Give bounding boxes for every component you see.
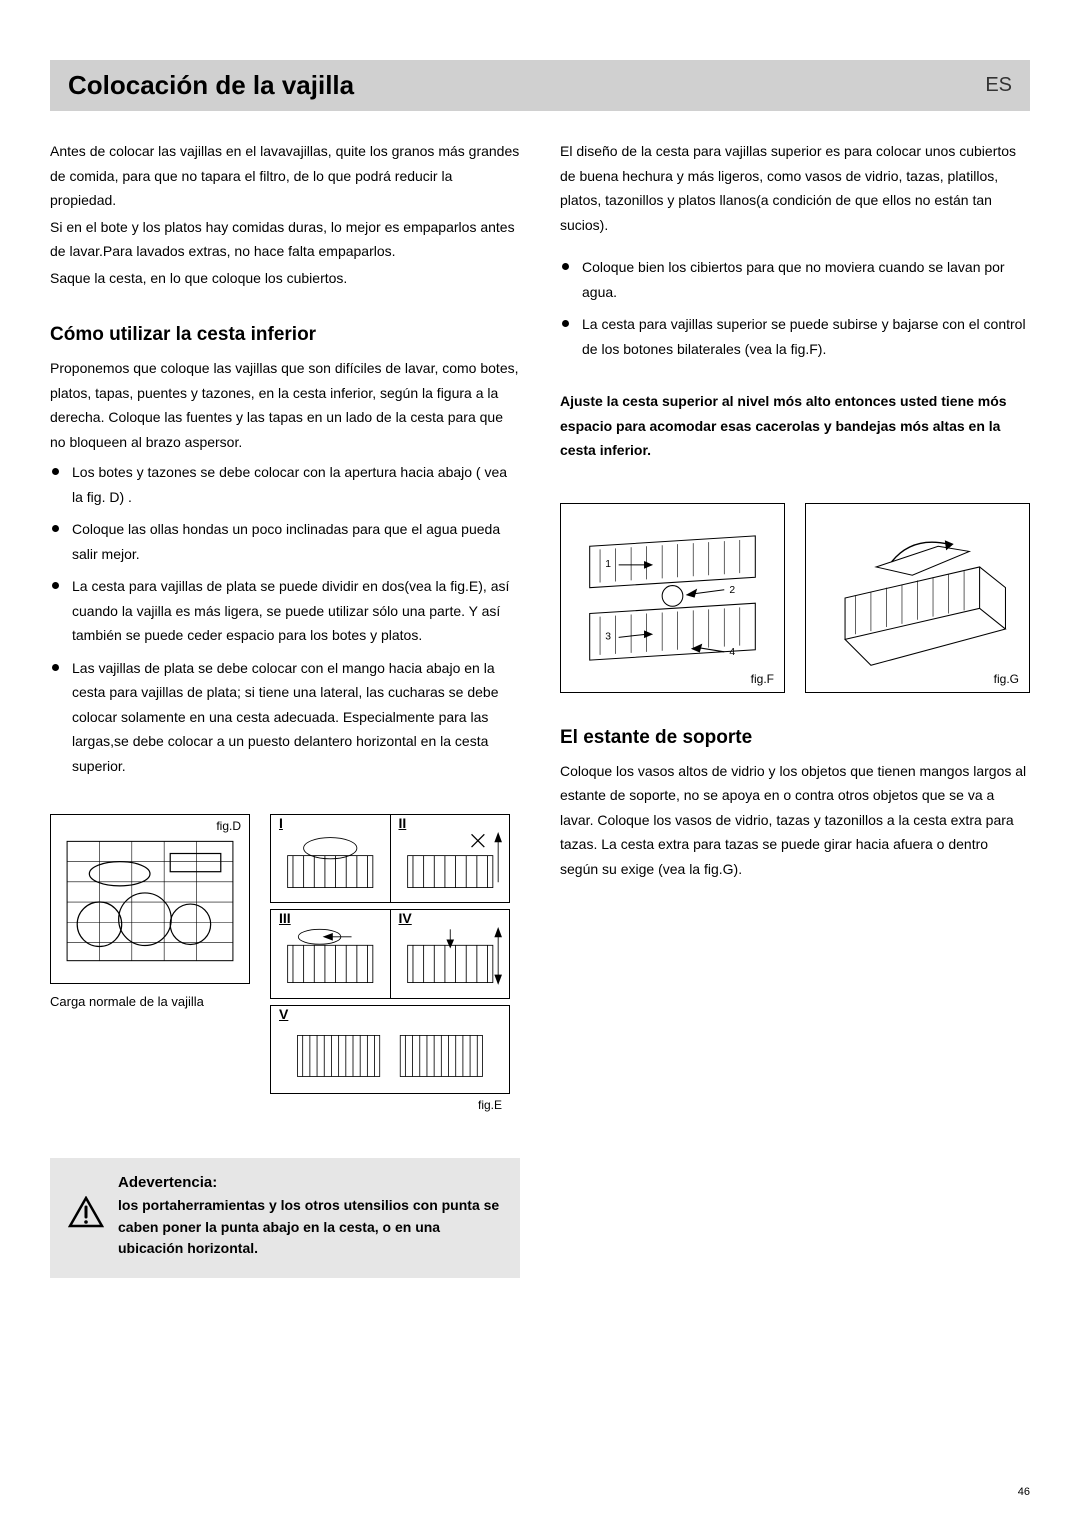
- section-heading-lower-basket: Cómo utilizar la cesta inferior: [50, 324, 520, 346]
- figure-d-caption: Carga normale de la vajilla: [50, 994, 250, 1009]
- roman-iii: III: [277, 910, 293, 926]
- figure-e-label: fig.E: [270, 1094, 510, 1114]
- language-badge: ES: [985, 74, 1012, 97]
- warning-body: los portaherramientas y los otros utensi…: [118, 1195, 502, 1260]
- right-column: El diseño de la cesta para vajillas supe…: [560, 139, 1030, 1278]
- page-number: 46: [1018, 1486, 1030, 1498]
- section-heading-support-shelf: El estante de soporte: [560, 727, 1030, 749]
- figure-d: fig.D: [50, 814, 250, 984]
- figure-f-label: fig.F: [751, 672, 774, 686]
- figure-f-schematic: 1 2 3 4: [569, 512, 776, 684]
- svg-text:1: 1: [605, 558, 611, 569]
- figure-f: 1 2 3 4 fig.F: [560, 503, 785, 693]
- warning-icon: [68, 1196, 104, 1260]
- bullet-item: La cesta para vajillas superior se puede…: [560, 312, 1030, 361]
- svg-text:2: 2: [729, 584, 735, 595]
- intro-line: Saque la cesta, en lo que coloque los cu…: [50, 266, 520, 291]
- bold-adjustment-note: Ajuste la cesta superior al nivel mós al…: [560, 389, 1030, 463]
- svg-text:3: 3: [605, 631, 611, 642]
- figure-e-wrap: I II III: [270, 814, 510, 1114]
- figure-row-fg: 1 2 3 4 fig.F: [560, 503, 1030, 693]
- upper-basket-intro: El diseño de la cesta para vajillas supe…: [560, 139, 1030, 237]
- content-columns: Antes de colocar las vajillas en el lava…: [50, 139, 1030, 1278]
- figure-d-schematic: [59, 823, 241, 975]
- support-shelf-paragraph: Coloque los vasos altos de vidrio y los …: [560, 759, 1030, 882]
- warning-title: Adevertencia:: [118, 1174, 502, 1191]
- figure-g: fig.G: [805, 503, 1030, 693]
- svg-text:4: 4: [729, 646, 735, 657]
- lower-basket-paragraph: Proponemos que coloque las vajillas que …: [50, 356, 520, 454]
- bullet-item: Coloque bien los cibiertos para que no m…: [560, 255, 1030, 304]
- figure-row-de: fig.D Carga normale de la vajilla I II: [50, 814, 520, 1114]
- title-bar: Colocación de la vajilla ES: [50, 60, 1030, 111]
- roman-iv: IV: [397, 910, 414, 926]
- figure-g-label: fig.G: [994, 672, 1019, 686]
- bullet-item: La cesta para vajillas de plata se puede…: [50, 574, 520, 648]
- roman-v: V: [277, 1006, 290, 1022]
- warning-text: Adevertencia: los portaherramientas y lo…: [118, 1174, 502, 1260]
- bullet-item: Las vajillas de plata se debe colocar co…: [50, 656, 520, 779]
- intro-line: Antes de colocar las vajillas en el lava…: [50, 139, 520, 213]
- upper-basket-bullets: Coloque bien los cibiertos para que no m…: [560, 255, 1030, 361]
- intro-line: Si en el bote y los platos hay comidas d…: [50, 215, 520, 264]
- bullet-item: Coloque las ollas hondas un poco inclina…: [50, 517, 520, 566]
- figure-d-wrap: fig.D Carga normale de la vajilla: [50, 814, 250, 1114]
- figure-e: I II III: [270, 814, 510, 1094]
- lower-basket-bullets: Los botes y tazones se debe colocar con …: [50, 460, 520, 778]
- figure-g-schematic: [814, 512, 1021, 684]
- warning-box: Adevertencia: los portaherramientas y lo…: [50, 1158, 520, 1278]
- intro-block: Antes de colocar las vajillas en el lava…: [50, 139, 520, 290]
- roman-ii: II: [397, 815, 409, 831]
- page-title: Colocación de la vajilla: [68, 70, 354, 101]
- roman-i: I: [277, 815, 285, 831]
- bullet-item: Los botes y tazones se debe colocar con …: [50, 460, 520, 509]
- left-column: Antes de colocar las vajillas en el lava…: [50, 139, 520, 1278]
